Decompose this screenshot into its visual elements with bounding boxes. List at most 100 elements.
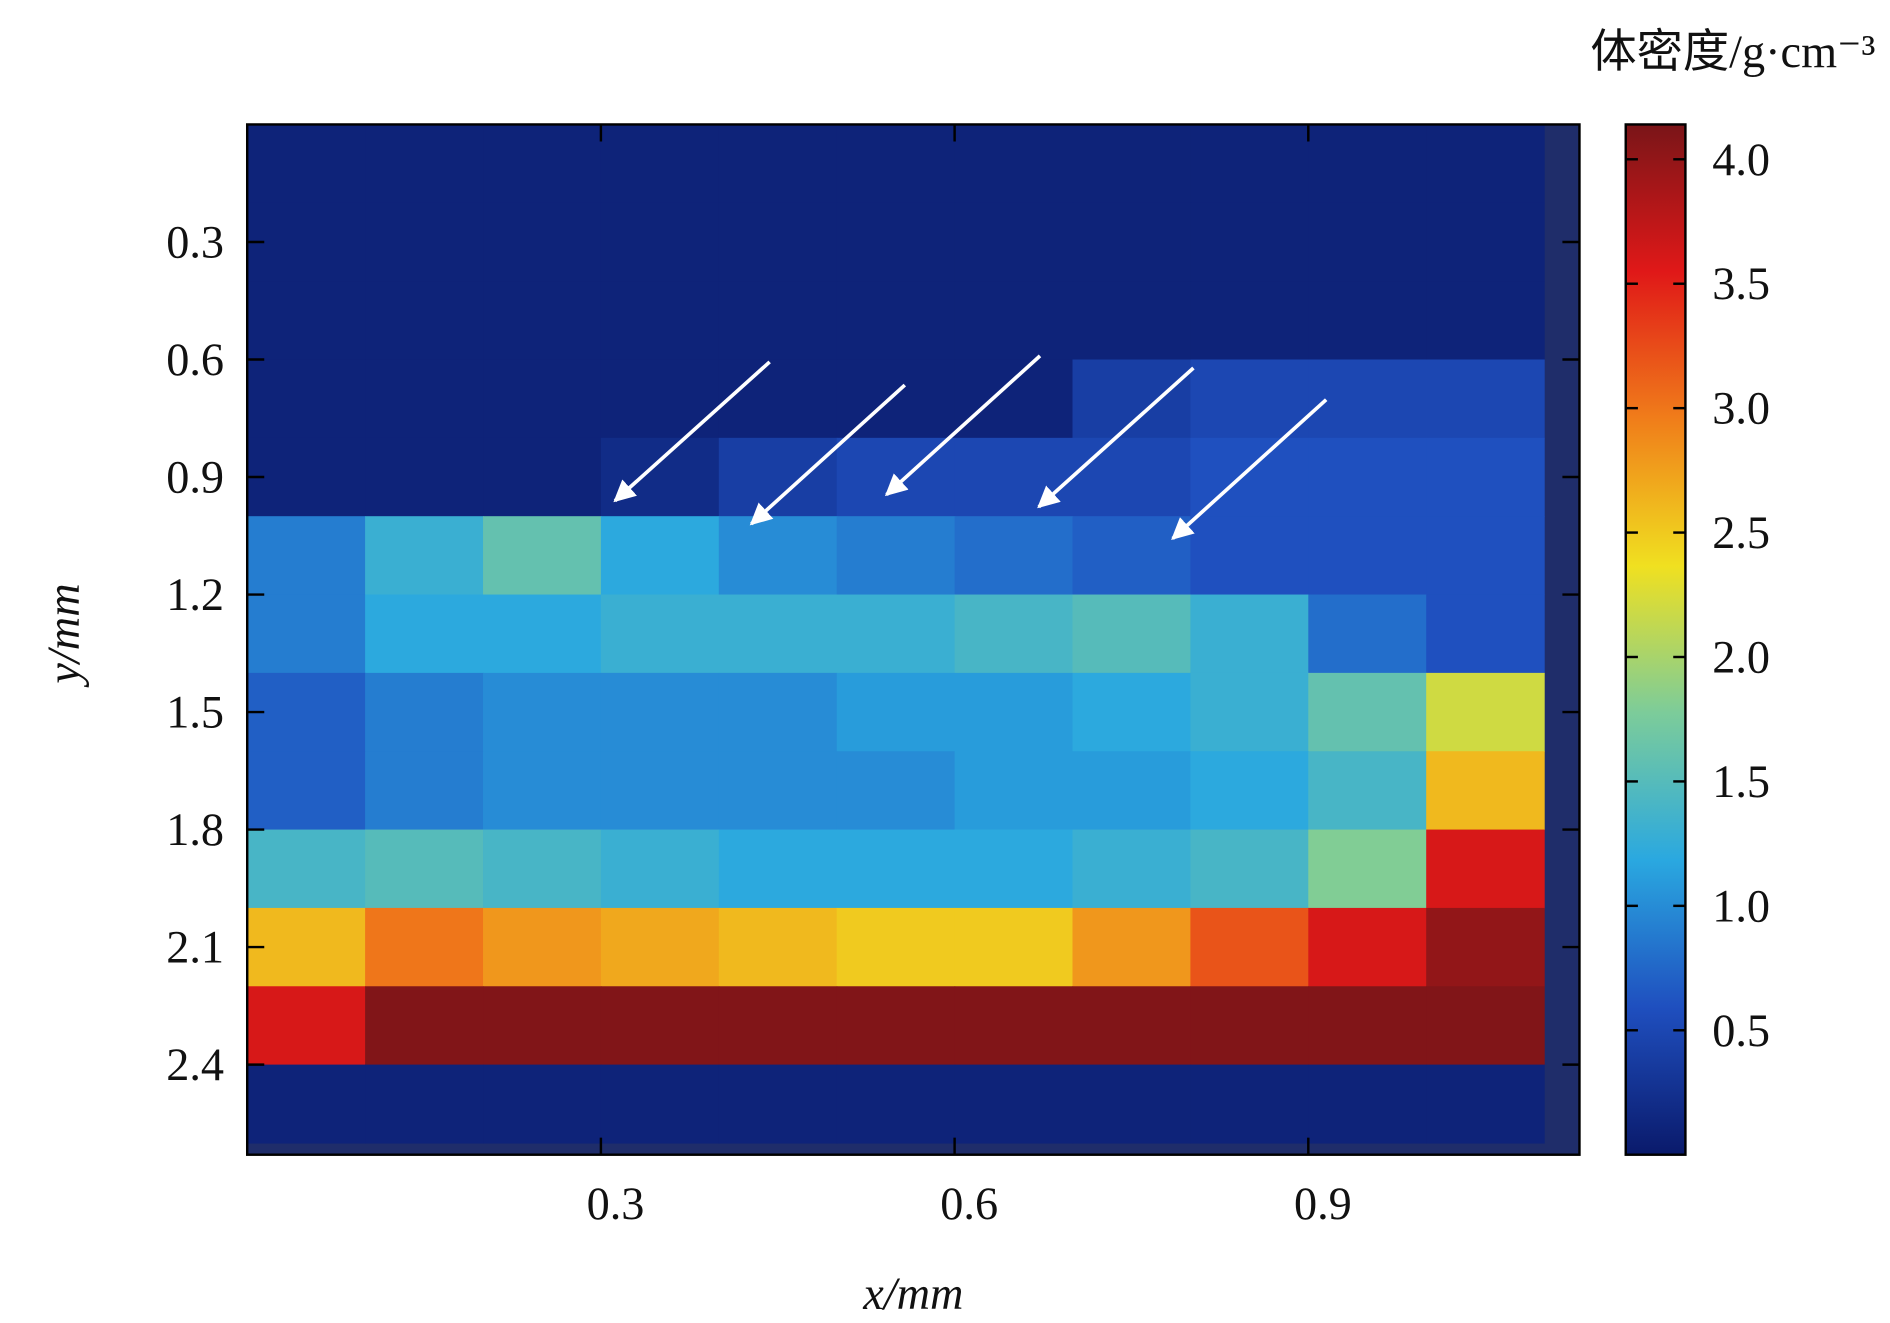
- colorbar-tick-label: 4.0: [1712, 135, 1770, 186]
- heatmap-cell: [600, 829, 720, 909]
- heatmap-cell: [1072, 202, 1192, 282]
- heatmap-cell: [1072, 516, 1192, 596]
- heatmap-cell: [600, 1064, 720, 1144]
- heatmap-cell: [1308, 986, 1427, 1066]
- heatmap-cell: [600, 672, 720, 752]
- heatmap-cell: [247, 359, 366, 439]
- colorbar-tick-label: 1.5: [1712, 757, 1770, 808]
- heatmap-cell: [836, 672, 956, 752]
- annotation-arrows: [613, 354, 1328, 540]
- heatmap-cell: [365, 907, 484, 987]
- heatmap-cell: [1426, 1064, 1545, 1144]
- colorbar-tick-label: 3.5: [1712, 259, 1770, 310]
- heatmap-cell: [247, 986, 366, 1066]
- heatmap-cell: [1426, 672, 1545, 752]
- heatmap-cell: [836, 751, 956, 831]
- heatmap-cell: [836, 516, 956, 596]
- y-tick-label: 0.9: [166, 453, 224, 504]
- heatmap-cell: [365, 516, 484, 596]
- heatmap-cell: [1072, 829, 1192, 909]
- heatmap-cell: [1426, 359, 1545, 439]
- heatmap-cell: [365, 594, 484, 674]
- heatmap-cell: [1308, 672, 1427, 752]
- heatmap-cell: [836, 907, 956, 987]
- colorbar-tick-label: 2.5: [1712, 508, 1770, 559]
- heatmap-cell: [1426, 986, 1545, 1066]
- heatmap-cell: [718, 907, 838, 987]
- heatmap-cell: [483, 281, 602, 361]
- colorbar-tick-label: 3.0: [1712, 384, 1770, 435]
- heatmap-cell: [954, 594, 1074, 674]
- heatmap-cell: [718, 594, 838, 674]
- heatmap-cell: [600, 594, 720, 674]
- heatmap-cell: [365, 124, 484, 204]
- heatmap-cell: [954, 124, 1074, 204]
- colorbar-tick-label: 1.0: [1712, 881, 1770, 932]
- heatmap-cell: [1072, 594, 1192, 674]
- heatmap-cell: [247, 751, 366, 831]
- heatmap-cell: [954, 359, 1074, 439]
- heatmap-cell: [247, 516, 366, 596]
- colorbar-tick-label: 0.5: [1712, 1006, 1770, 1057]
- heatmap-cell: [954, 437, 1074, 517]
- heatmap-cell: [365, 359, 484, 439]
- heatmap-cell: [718, 829, 838, 909]
- heatmap-cell: [836, 594, 956, 674]
- heatmap-cell: [247, 202, 366, 282]
- heatmap-cell: [483, 829, 602, 909]
- heatmap-cell: [1190, 124, 1309, 204]
- heatmap-cell: [1426, 907, 1545, 987]
- heatmap: [247, 124, 1545, 1144]
- heatmap-cell: [365, 202, 484, 282]
- heatmap-cell: [365, 672, 484, 752]
- heatmap-cell: [954, 516, 1074, 596]
- heatmap-cell: [247, 672, 366, 752]
- arrow: [884, 354, 1042, 497]
- heatmap-cell: [247, 594, 366, 674]
- heatmap-cell: [247, 281, 366, 361]
- heatmap-cell: [1308, 437, 1427, 517]
- arrow: [613, 360, 771, 503]
- heatmap-cell: [1190, 359, 1309, 439]
- heatmap-cell: [1308, 281, 1427, 361]
- heatmap-cell: [718, 751, 838, 831]
- heatmap-cell: [1426, 516, 1545, 596]
- heatmap-cell: [836, 202, 956, 282]
- heatmap-cell: [1072, 751, 1192, 831]
- heatmap-cell: [365, 281, 484, 361]
- heatmap-cell: [1190, 202, 1309, 282]
- heatmap-cell: [247, 437, 366, 517]
- colorbar: [1624, 123, 1687, 1156]
- heatmap-cell: [247, 124, 366, 204]
- heatmap-cell: [1190, 829, 1309, 909]
- heatmap-cell: [600, 437, 720, 517]
- heatmap-cell: [600, 751, 720, 831]
- heatmap-cell: [1072, 124, 1192, 204]
- plot-frame: [245, 123, 1581, 1156]
- colorbar-tick-label: 2.0: [1712, 632, 1770, 683]
- heatmap-cell: [483, 516, 602, 596]
- heatmap-cell: [365, 751, 484, 831]
- heatmap-cell: [954, 281, 1074, 361]
- heatmap-cell: [1426, 594, 1545, 674]
- colorbar-label: 体密度/g·cm⁻³: [1590, 27, 1875, 78]
- heatmap-cell: [1072, 986, 1192, 1066]
- heatmap-cell: [1072, 907, 1192, 987]
- heatmap-cell: [1308, 124, 1427, 204]
- heatmap-cell: [365, 986, 484, 1066]
- heatmap-cell: [718, 437, 838, 517]
- arrow: [749, 383, 907, 526]
- heatmap-cell: [718, 1064, 838, 1144]
- arrow: [1037, 366, 1195, 509]
- heatmap-cell: [483, 1064, 602, 1144]
- y-tick-label: 0.3: [166, 217, 224, 268]
- heatmap-cell: [954, 672, 1074, 752]
- heatmap-cell: [365, 829, 484, 909]
- heatmap-cell: [1190, 594, 1309, 674]
- heatmap-cell: [1426, 124, 1545, 204]
- heatmap-cell: [365, 1064, 484, 1144]
- heatmap-cell: [1190, 281, 1309, 361]
- y-tick-label: 1.5: [166, 688, 224, 739]
